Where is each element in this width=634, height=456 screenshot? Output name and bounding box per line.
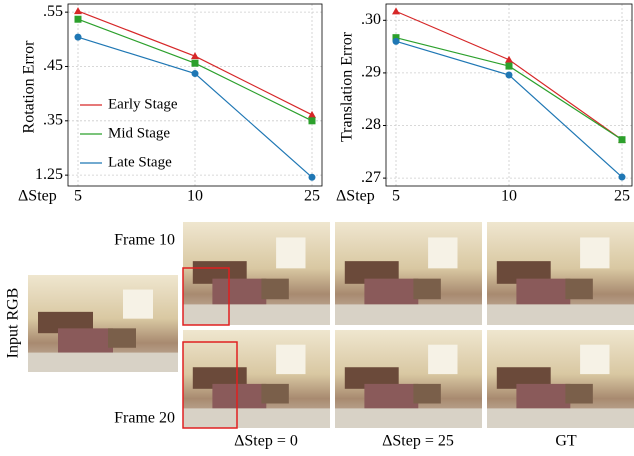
- y-tick-label: .28: [361, 116, 381, 133]
- column-label: ΔStep = 25: [382, 433, 454, 450]
- marker: [618, 173, 626, 181]
- input-image: [28, 275, 178, 372]
- row-label: Frame 20: [114, 410, 175, 427]
- marker: [505, 62, 513, 70]
- marker: [74, 15, 82, 23]
- x-tick-label: 5: [74, 188, 82, 205]
- legend-label: Mid Stage: [108, 125, 170, 141]
- image: [335, 330, 482, 428]
- x-tick-label: 10: [187, 188, 203, 205]
- image: [487, 330, 634, 428]
- marker: [74, 7, 82, 15]
- x-tick-label: 10: [501, 188, 517, 205]
- marker: [308, 117, 316, 125]
- row-label: Input RGB: [5, 288, 22, 359]
- y-tick-label: .27: [361, 169, 381, 186]
- plot-frame: [67, 3, 323, 187]
- y-axis-label: Rotation Error: [21, 40, 38, 134]
- marker: [505, 71, 513, 79]
- y-tick-label: .29: [361, 64, 381, 81]
- x-tick-label: 5: [392, 188, 400, 205]
- y-tick-label: .30: [361, 11, 381, 28]
- images: [28, 222, 634, 429]
- marker: [308, 110, 316, 118]
- marker: [191, 52, 199, 60]
- legend-label: Early Stage: [108, 96, 178, 112]
- column-label: ΔStep = 0: [234, 433, 298, 450]
- marker: [392, 34, 400, 42]
- highlight-box: [182, 267, 230, 326]
- y-tick-label: .35: [43, 111, 63, 128]
- x-tick-label: 25: [614, 188, 630, 205]
- charts: .55 .45 .35 1.25 5 10 25 ΔStep Rotation Error Ear…: [18, 3, 633, 205]
- y-tick-label: .55: [43, 3, 63, 20]
- plot-frame: [385, 3, 633, 187]
- y-tick-label: .45: [43, 57, 63, 74]
- legend-label: Late Stage: [108, 154, 172, 170]
- marker: [618, 136, 626, 144]
- x-axis-label: ΔStep: [336, 188, 375, 205]
- marker: [392, 37, 400, 45]
- row-label: Frame 10: [114, 232, 175, 249]
- marker: [191, 59, 199, 67]
- image: [487, 222, 634, 325]
- marker: [505, 55, 513, 63]
- marker: [191, 70, 199, 78]
- marker: [74, 33, 82, 41]
- image: [335, 222, 482, 325]
- x-tick-label: 25: [304, 188, 320, 205]
- y-tick-label: 1.25: [35, 166, 63, 183]
- image: [183, 330, 330, 428]
- highlight-box: [182, 341, 238, 429]
- y-axis-label: Translation Error: [339, 31, 356, 142]
- marker: [392, 7, 400, 15]
- x-axis-label: ΔStep: [18, 188, 57, 205]
- column-label: GT: [555, 433, 577, 450]
- image: [183, 222, 330, 325]
- marker: [308, 173, 316, 181]
